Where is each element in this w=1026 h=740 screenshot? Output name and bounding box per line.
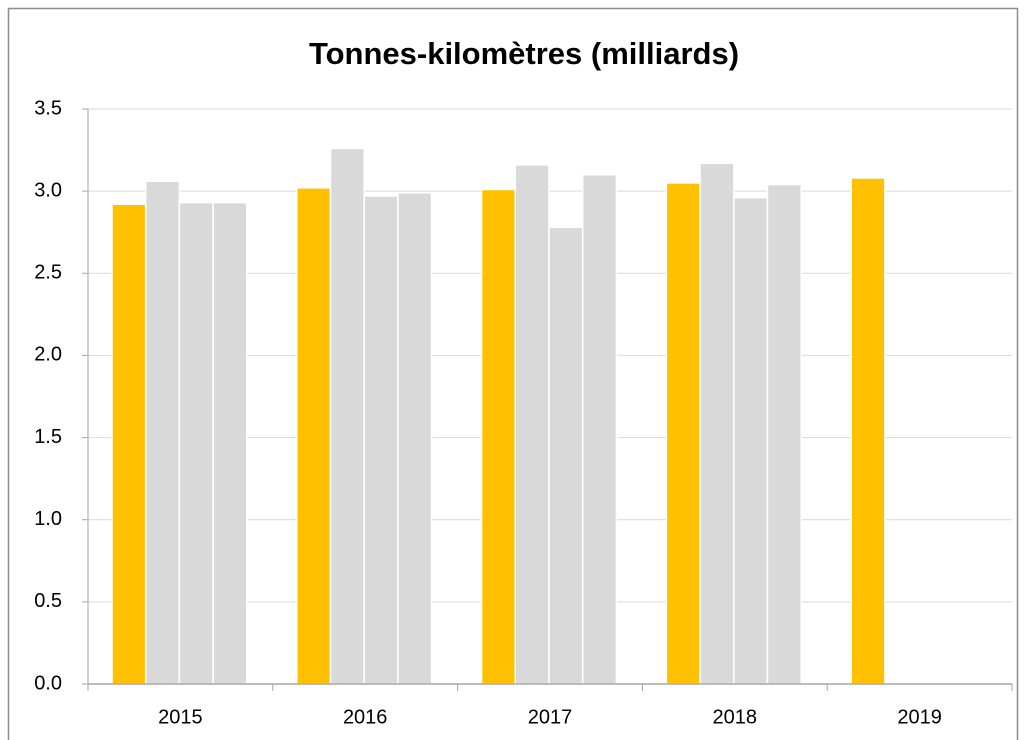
bar bbox=[363, 195, 399, 685]
bar bbox=[699, 162, 735, 685]
chart-title: Tonnes-kilomètres (milliards) bbox=[309, 36, 739, 71]
y-tick-label: 2.5 bbox=[34, 262, 62, 284]
x-tick-label: 2016 bbox=[343, 706, 388, 728]
x-tick-label: 2018 bbox=[713, 706, 758, 728]
y-tick-label: 1.0 bbox=[34, 508, 62, 530]
bar bbox=[296, 187, 332, 685]
bar bbox=[212, 201, 248, 685]
x-tick-label: 2017 bbox=[528, 706, 573, 728]
bar bbox=[397, 192, 433, 685]
bar bbox=[480, 188, 517, 685]
y-tick-label: 0.0 bbox=[34, 672, 62, 694]
bar bbox=[581, 173, 618, 685]
bar bbox=[178, 201, 214, 685]
x-tick-label: 2015 bbox=[158, 706, 203, 728]
y-tick-label: 2.0 bbox=[34, 344, 62, 366]
y-tick-label: 0.5 bbox=[34, 590, 62, 612]
bar bbox=[548, 226, 584, 685]
bar bbox=[766, 183, 802, 685]
bar bbox=[111, 203, 147, 685]
bar bbox=[144, 180, 181, 685]
y-tick-label: 3.0 bbox=[34, 179, 62, 201]
bar bbox=[850, 177, 886, 685]
bar bbox=[733, 196, 769, 685]
bar bbox=[665, 182, 701, 685]
y-tick-label: 3.5 bbox=[34, 97, 62, 119]
x-tick-label: 2019 bbox=[897, 706, 942, 728]
bar bbox=[514, 164, 550, 685]
y-tick-label: 1.5 bbox=[34, 426, 62, 448]
bar bbox=[329, 147, 365, 685]
